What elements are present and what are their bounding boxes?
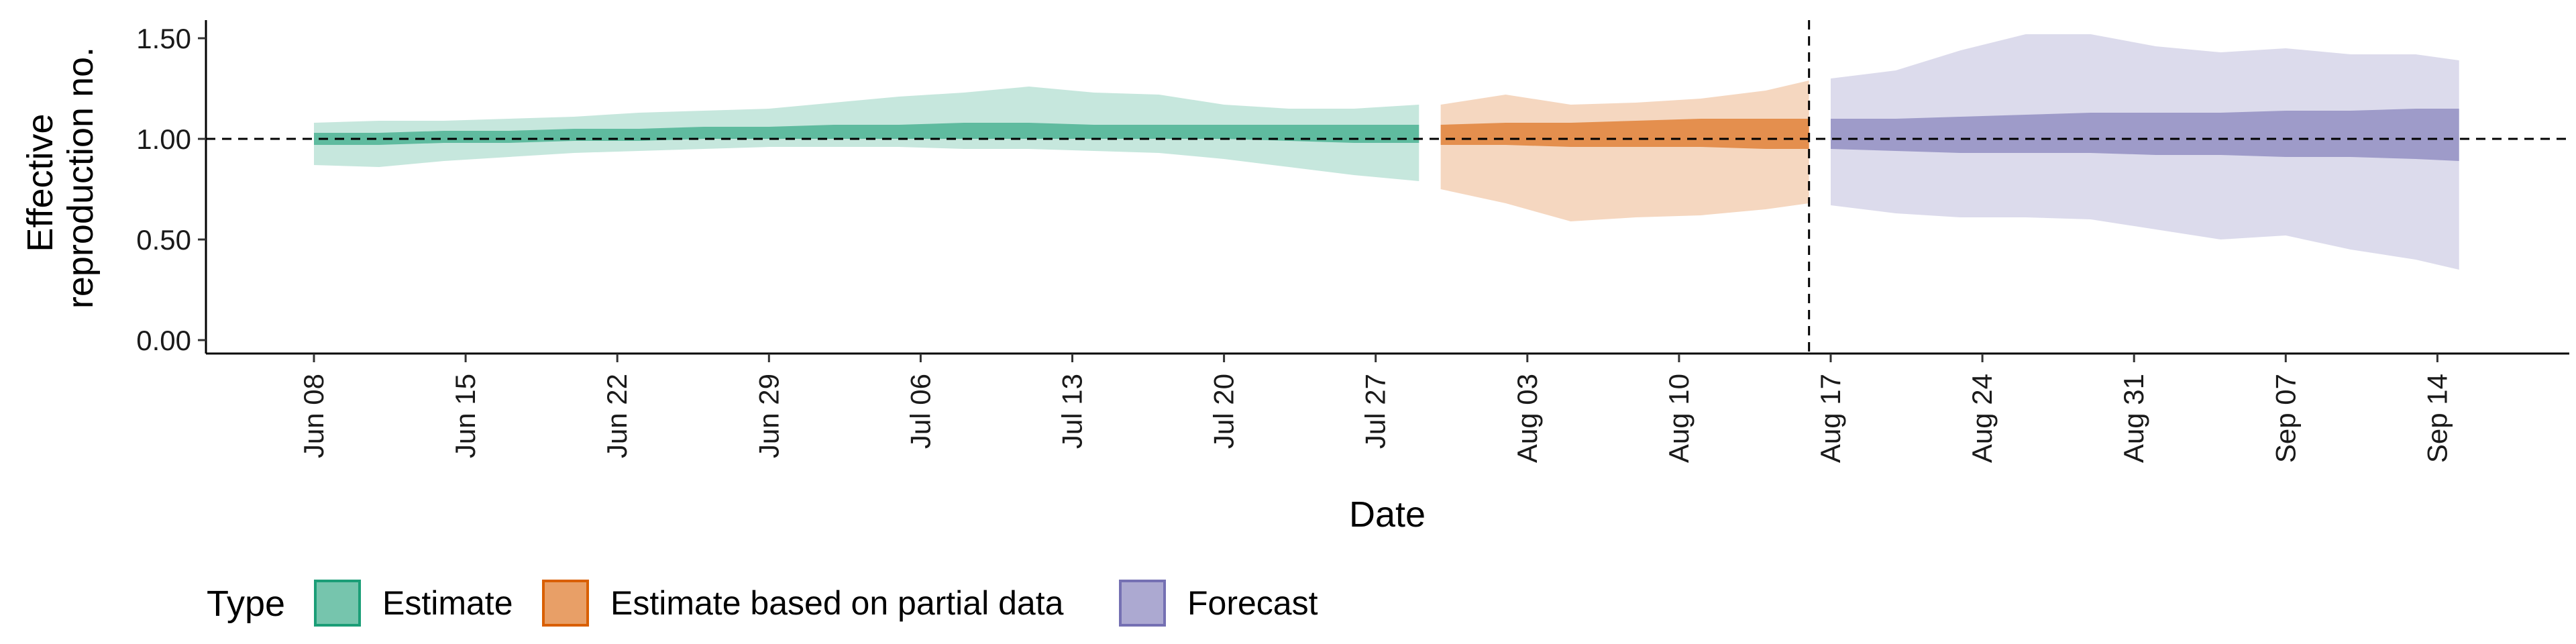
credible-interval-bands xyxy=(314,34,2459,270)
x-tick-label: Aug 31 xyxy=(2118,374,2149,463)
estimate-based-on-partial-data-outer-band xyxy=(1440,80,1809,221)
x-tick-label: Aug 03 xyxy=(1511,374,1543,463)
legend-label-estimate-based-on-partial-data: Estimate based on partial data xyxy=(610,584,1064,622)
x-axis-title: Date xyxy=(1349,494,1426,535)
y-axis-title: Effective reproduction no. xyxy=(20,47,101,309)
legend-title: Type xyxy=(207,584,285,624)
forecast-inner-band xyxy=(1831,109,2459,161)
axes xyxy=(205,20,2569,355)
x-tick-label: Jun 29 xyxy=(753,374,784,458)
x-tick-label: Jun 22 xyxy=(601,374,633,458)
estimate-based-on-partial-data-inner-band xyxy=(1440,119,1809,149)
x-tick-label: Aug 10 xyxy=(1663,374,1695,463)
x-tick-label: Sep 07 xyxy=(2269,374,2301,463)
legend-swatch-estimate xyxy=(314,580,361,627)
y-tick-label: 1.00 xyxy=(136,123,191,155)
legend-swatch-estimate-based-on-partial-data xyxy=(542,580,589,627)
estimate-inner-band xyxy=(314,123,1419,145)
y-tick-label: 1.50 xyxy=(136,23,191,54)
x-tick-label: Jun 08 xyxy=(298,374,329,458)
y-tick-label: 0.50 xyxy=(136,224,191,256)
x-tick-label: Jul 20 xyxy=(1208,374,1240,449)
y-ticks: 0.00 0.50 1.00 1.50 xyxy=(136,23,206,356)
x-tick-label: Aug 17 xyxy=(1815,374,1846,463)
legend: Type Estimate Estimate based on partial d… xyxy=(207,580,1318,627)
x-tick-label: Aug 24 xyxy=(1966,374,1998,463)
reference-lines xyxy=(206,20,2569,354)
legend-label-forecast: Forecast xyxy=(1187,584,1318,622)
x-ticks: Jun 08 Jun 15 Jun 22 Jun 29 Jul 06 Jul 13 Jul … xyxy=(298,354,2453,463)
x-tick-label: Jul 13 xyxy=(1057,374,1088,449)
y-tick-label: 0.00 xyxy=(136,325,191,356)
y-axis-title-line-1: Effective xyxy=(20,113,60,252)
legend-swatch-forecast xyxy=(1119,580,1166,627)
x-tick-label: Jun 15 xyxy=(449,374,481,458)
x-tick-label: Jul 06 xyxy=(904,374,936,449)
x-tick-label: Jul 27 xyxy=(1360,374,1391,449)
y-axis-title-line-2: reproduction no. xyxy=(60,47,101,309)
x-tick-label: Sep 14 xyxy=(2421,374,2453,463)
legend-label-estimate: Estimate xyxy=(382,584,513,622)
